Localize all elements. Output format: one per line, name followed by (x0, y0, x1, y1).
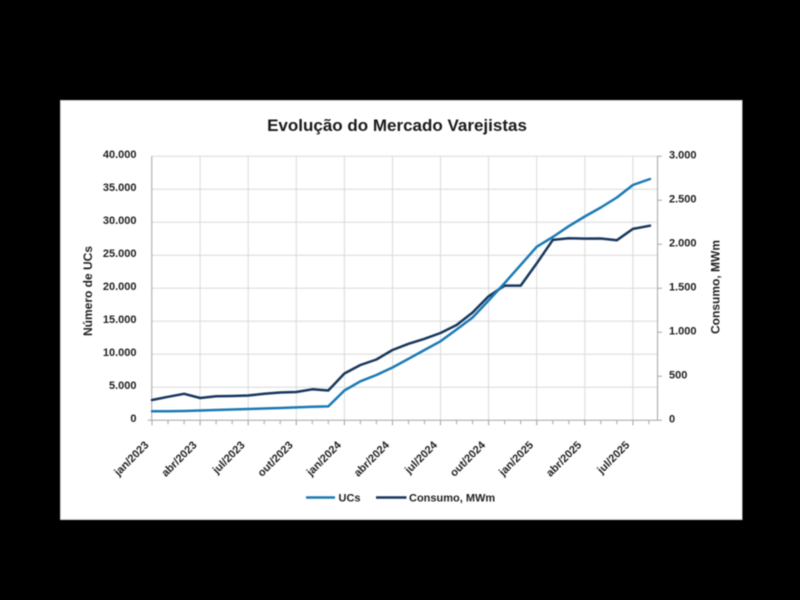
svg-text:1.500: 1.500 (669, 281, 697, 293)
svg-text:15.000: 15.000 (103, 314, 137, 326)
svg-text:20.000: 20.000 (103, 281, 137, 293)
svg-text:3.000: 3.000 (669, 149, 697, 161)
svg-text:25.000: 25.000 (103, 248, 137, 260)
svg-text:Número de UCs: Número de UCs (81, 246, 95, 336)
svg-text:Evolução do Mercado Varejistas: Evolução do Mercado Varejistas (267, 116, 527, 135)
svg-text:0: 0 (130, 413, 136, 425)
svg-text:0: 0 (669, 413, 675, 425)
svg-text:UCs: UCs (339, 493, 361, 505)
svg-text:1.000: 1.000 (669, 325, 697, 337)
svg-text:40.000: 40.000 (103, 149, 137, 161)
svg-text:10.000: 10.000 (103, 347, 137, 359)
svg-text:500: 500 (669, 369, 687, 381)
svg-text:2.500: 2.500 (669, 193, 697, 205)
svg-text:35.000: 35.000 (103, 182, 137, 194)
svg-text:30.000: 30.000 (103, 215, 137, 227)
svg-text:Consumo, MWm: Consumo, MWm (709, 240, 723, 334)
svg-text:2.000: 2.000 (669, 237, 697, 249)
svg-text:Consumo, MWm: Consumo, MWm (409, 493, 495, 505)
svg-text:5.000: 5.000 (109, 380, 137, 392)
